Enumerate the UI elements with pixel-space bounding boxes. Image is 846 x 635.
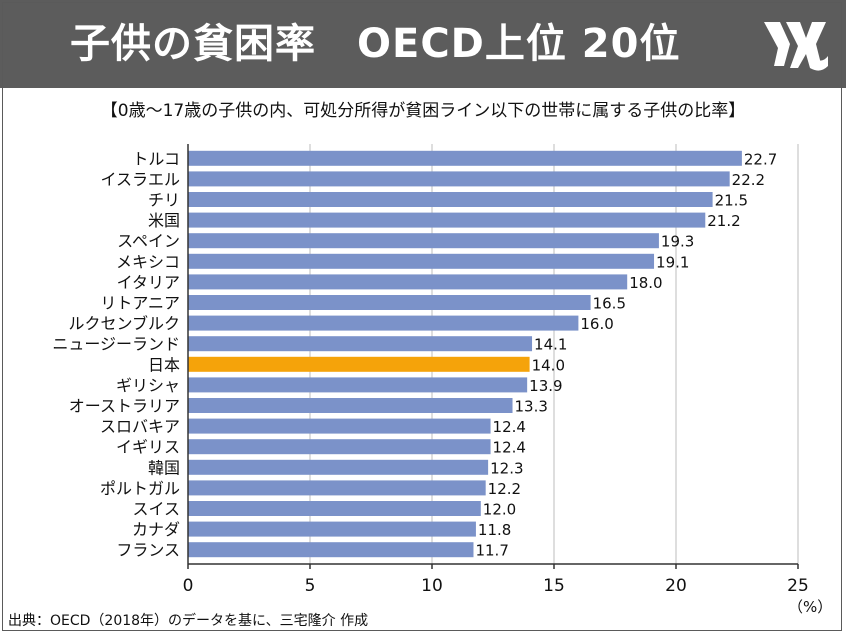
x-tick-label: 5 (305, 576, 316, 596)
category-label: 日本 (148, 355, 180, 374)
source-note: 出典：OECD（2018年）のデータを基に、三宅隆介 作成 (8, 613, 369, 629)
data-label: 12.4 (493, 439, 526, 457)
x-tick-label: 25 (787, 576, 809, 596)
category-label: スペイン (117, 232, 180, 251)
bar (188, 480, 486, 496)
bar (188, 418, 491, 434)
category-label: イスラエル (100, 170, 180, 189)
bar (188, 356, 530, 372)
header-bar: 子供の貧困率 OECD上位 20位 (0, 0, 846, 88)
bar (188, 192, 713, 207)
category-label: リトアニア (100, 294, 180, 313)
category-label: ルクセンブルク (68, 314, 180, 333)
category-label: イギリス (116, 438, 180, 457)
x-tick-label: 20 (665, 576, 687, 596)
data-label: 22.7 (744, 150, 777, 168)
data-label: 12.2 (488, 480, 521, 498)
bar (188, 233, 659, 249)
category-label: 韓国 (148, 458, 180, 477)
category-label: オーストラリア (69, 397, 180, 416)
bar (188, 274, 628, 290)
x-tick-label: 15 (543, 576, 565, 596)
bar (188, 150, 742, 166)
category-label: 米国 (148, 211, 180, 230)
chart-subtitle: 【0歳～17歳の子供の内、可処分所得が貧困ライン以下の世帯に属する子供の比率】 (100, 101, 746, 121)
category-label: カナダ (132, 520, 180, 539)
data-label: 14.0 (532, 356, 565, 374)
bar (188, 398, 513, 413)
data-label: 21.5 (715, 192, 748, 210)
bar (188, 501, 481, 516)
data-label: 18.0 (629, 274, 662, 292)
bar (188, 336, 533, 352)
bar (188, 377, 528, 393)
category-label: メキシコ (116, 252, 180, 271)
data-label: 12.0 (483, 501, 516, 519)
data-label: 13.3 (515, 398, 548, 416)
data-label: 11.7 (475, 542, 508, 560)
data-label: 12.3 (490, 459, 523, 477)
bar (188, 521, 476, 537)
bar (188, 459, 489, 475)
data-label: 19.1 (656, 253, 689, 271)
bar-chart: トルコ 22.7 イスラエル 22.2 チリ 21.5 米国 21.2 スペイン 19.3 メキシコ… (52, 144, 809, 596)
bar (188, 439, 491, 455)
bar (188, 315, 579, 331)
data-label: 11.8 (478, 521, 511, 539)
data-label: 14.1 (534, 336, 567, 354)
bar (188, 542, 474, 558)
page-title: 子供の貧困率 OECD上位 20位 (70, 21, 681, 67)
category-label: スイス (132, 500, 180, 519)
bar (188, 295, 591, 310)
data-label: 21.2 (707, 212, 740, 230)
category-label: スロバキア (100, 417, 180, 436)
category-label: フランス (116, 541, 180, 560)
unit-label: （%） (788, 598, 833, 616)
data-label: 16.0 (580, 315, 613, 333)
data-label: 16.5 (593, 295, 626, 313)
data-label: 12.4 (493, 418, 526, 436)
x-tick-label: 10 (421, 576, 443, 596)
data-label: 22.2 (732, 171, 765, 189)
data-label: 13.9 (529, 377, 562, 395)
x-tick-label: 0 (183, 576, 194, 596)
category-label: チリ (148, 191, 180, 210)
category-label: ポルトガル (100, 479, 180, 498)
bar (188, 253, 655, 269)
category-label: イタリア (117, 273, 180, 292)
logo-icon (764, 22, 828, 71)
category-label: トルコ (132, 149, 180, 168)
category-label: ニュージーランド (52, 335, 180, 354)
data-label: 19.3 (661, 233, 694, 251)
bar (188, 171, 730, 187)
bar (188, 212, 706, 228)
category-label: ギリシャ (116, 376, 180, 395)
